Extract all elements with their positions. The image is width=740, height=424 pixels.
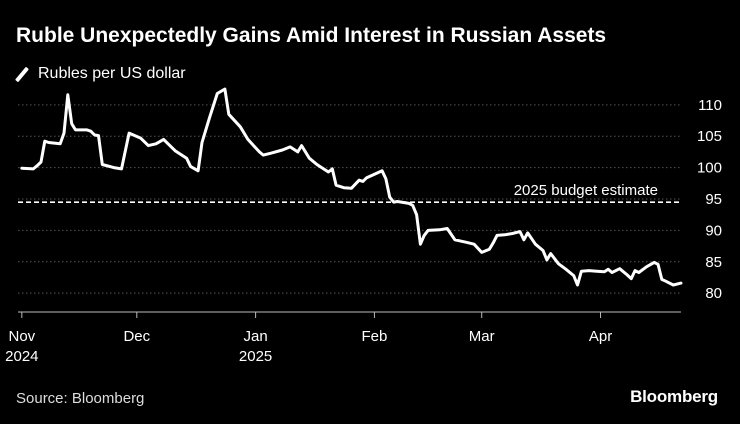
source-note: Source: Bloomberg [16, 390, 145, 407]
x-tick-label: Mar [469, 328, 495, 345]
y-tick-label: 90 [705, 222, 722, 239]
gridlines [18, 104, 681, 294]
legend: Rubles per US dollar [15, 64, 186, 84]
x-tick-label: Nov [8, 328, 35, 345]
line-chart: 2025 budget estimate 80 85 90 95 100 105 110 N… [5, 87, 722, 365]
x-tick-label: Jan [244, 328, 268, 345]
x-axis: Nov 2024 Dec Jan 2025 Feb Mar Apr [5, 311, 681, 365]
x-tick-year-label: 2024 [5, 348, 38, 365]
bloomberg-logo: Bloomberg [630, 387, 718, 406]
series-line-rubles-per-usd [20, 87, 683, 287]
y-tick-label: 110 [698, 97, 722, 114]
chart-title: Ruble Unexpectedly Gains Amid Interest i… [16, 24, 607, 47]
annotations: 2025 budget estimate [18, 182, 681, 203]
y-tick-label: 100 [697, 160, 722, 177]
x-tick-label: Apr [589, 328, 612, 345]
legend-entry-label: Rubles per US dollar [38, 65, 186, 82]
budget-estimate-label: 2025 budget estimate [514, 182, 658, 199]
y-axis: 80 85 90 95 100 105 110 [697, 97, 722, 302]
x-tick-year-label: 2025 [239, 348, 272, 365]
y-tick-label: 80 [705, 285, 722, 302]
y-tick-label: 85 [705, 254, 722, 271]
series [20, 87, 683, 287]
y-tick-label: 95 [705, 191, 722, 208]
y-tick-label: 105 [697, 128, 722, 145]
x-tick-label: Dec [123, 328, 150, 345]
x-tick-label: Feb [361, 328, 387, 345]
